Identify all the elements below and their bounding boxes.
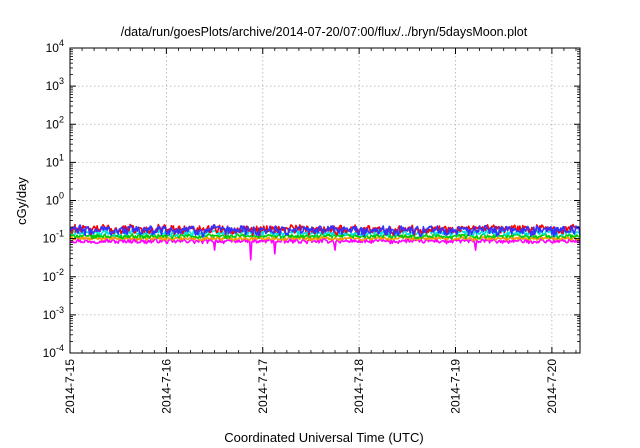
- y-tick-label: 10-4: [43, 343, 64, 360]
- x-tick-label: 2014-7-15: [63, 359, 77, 414]
- grid-lines: [69, 48, 580, 353]
- x-tick-label: 2014-7-19: [449, 359, 463, 414]
- y-axis-title: cGy/day: [14, 177, 29, 225]
- series-lines: [69, 223, 581, 261]
- y-tick-label: 102: [46, 114, 64, 131]
- x-tick-label: 2014-7-17: [256, 359, 270, 414]
- x-tick-label: 2014-7-20: [545, 359, 559, 414]
- series-line: [69, 237, 581, 261]
- y-tick-label: 103: [46, 76, 64, 93]
- x-tick-label: 2014-7-16: [159, 359, 173, 414]
- series-line: [69, 235, 581, 242]
- series-line: [69, 224, 581, 238]
- x-tick-label: 2014-7-18: [352, 359, 366, 414]
- y-tick-label: 101: [46, 152, 64, 169]
- x-axis-title: Coordinated Universal Time (UTC): [224, 430, 423, 445]
- y-tick-label: 100: [46, 191, 64, 208]
- y-tick-label: 10-3: [43, 305, 64, 322]
- y-tick-label: 10-1: [43, 229, 64, 246]
- chart-title: /data/run/goesPlots/archive/2014-07-20/0…: [121, 25, 528, 39]
- x-ticks: 2014-7-15 2014-7-16 2014-7-17 2014-7-18 2014…: [63, 48, 577, 414]
- y-tick-label: 104: [46, 38, 64, 55]
- y-tick-label: 10-2: [43, 267, 64, 284]
- y-ticks: 10-4 10-3 10-2 10-1 100 101 102 103 104: [43, 38, 580, 360]
